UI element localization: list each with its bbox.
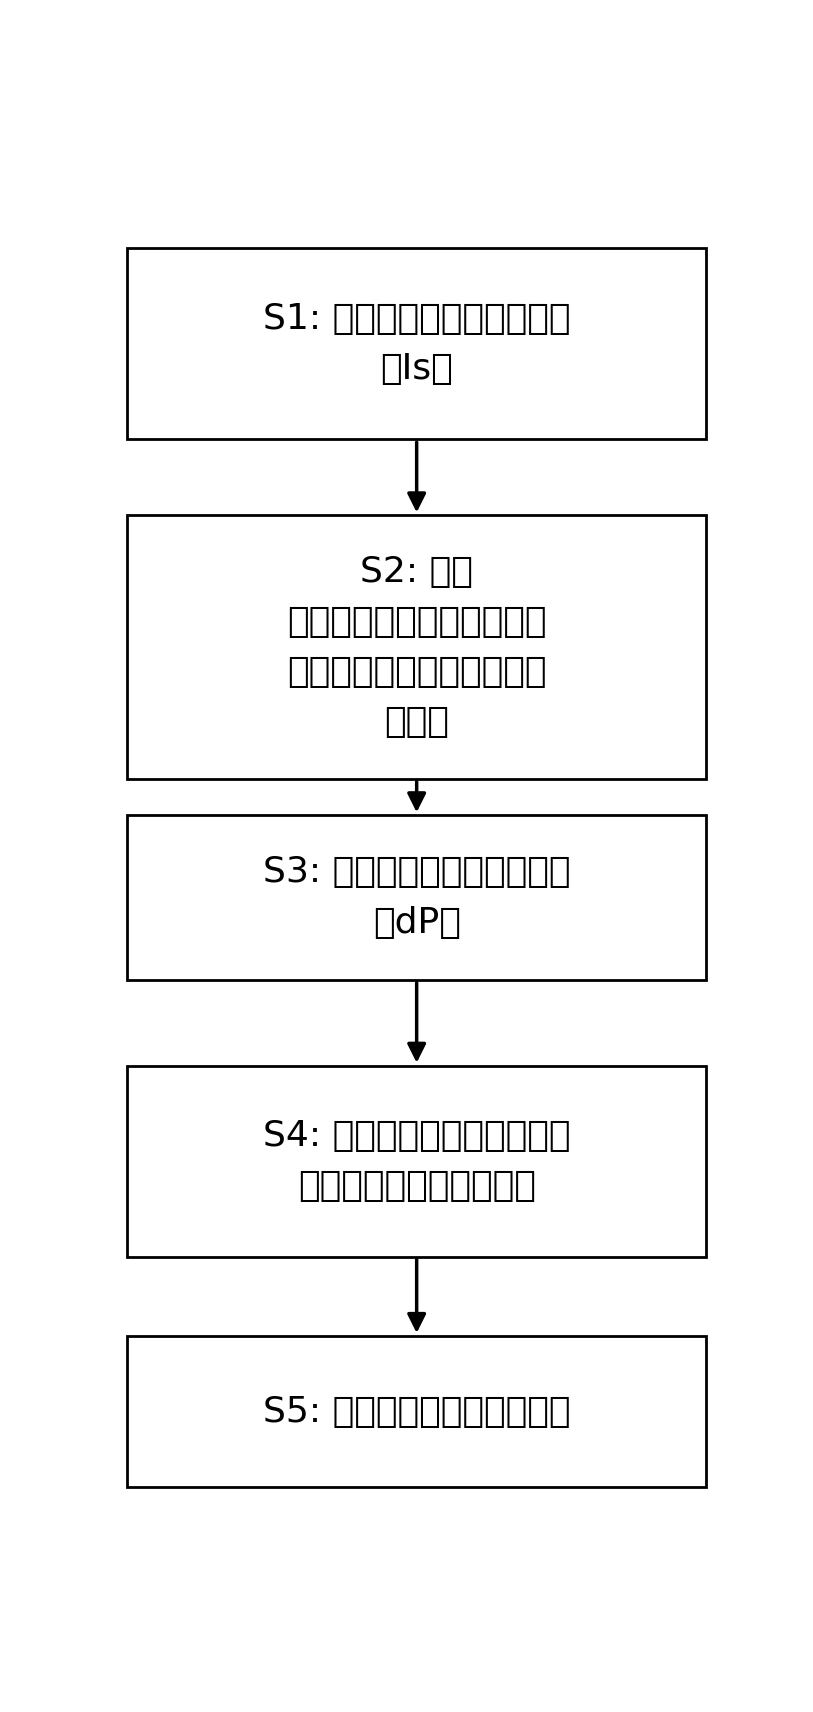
Bar [127,1335,706,1488]
Text: S1: 控制器回采伺服阀驱动电
流Is。: S1: 控制器回采伺服阀驱动电 流Is。 [263,301,571,385]
Text: S4: 采用分段拟合方式拟合伺
服阀燃油流量计算公式。: S4: 采用分段拟合方式拟合伺 服阀燃油流量计算公式。 [263,1120,571,1204]
Bar [127,248,706,440]
Bar [127,1065,706,1257]
Text: S5: 计算风斗油路燃油流量。: S5: 计算风斗油路燃油流量。 [263,1395,571,1428]
Bar [127,815,706,979]
Text: S2: 采集
伺服阀前后压力传感器测量
到的压力信号，并进行信号
处理。: S2: 采集 伺服阀前后压力传感器测量 到的压力信号，并进行信号 处理。 [287,555,546,740]
Bar [127,515,706,779]
Text: S3: 计算伺服阀进出口油压压
差dP。: S3: 计算伺服阀进出口油压压 差dP。 [263,856,571,940]
